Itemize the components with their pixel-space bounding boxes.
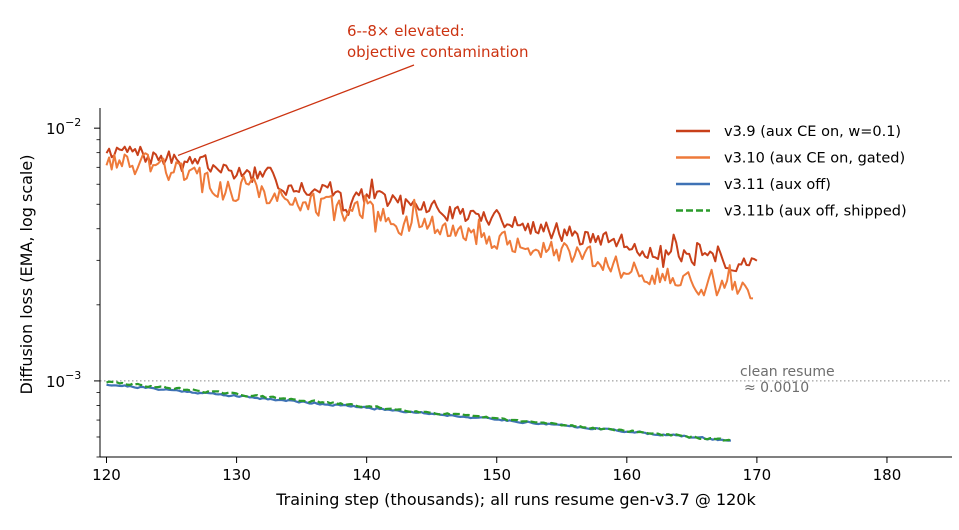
legend-label: v3.9 (aux CE on, w=0.1) — [724, 124, 901, 140]
legend-label: v3.11 (aux off) — [724, 177, 831, 193]
series-line — [105, 145, 758, 273]
series-line — [105, 152, 754, 300]
x-tick-label: 160 — [612, 466, 641, 484]
reference-label-line: ≈ 0.0010 — [744, 380, 809, 396]
reference-label-line: clean resume — [740, 364, 835, 380]
series-group — [105, 145, 758, 442]
y-tick-label: 10−3 — [46, 369, 81, 391]
y-tick-label: 10−2 — [46, 116, 81, 138]
series-line — [106, 380, 732, 442]
legend-label: v3.10 (aux CE on, gated) — [724, 151, 905, 167]
x-tick-label: 140 — [352, 466, 381, 484]
annotation-arrow — [177, 64, 415, 157]
legend: v3.9 (aux CE on, w=0.1) v3.10 (aux CE on,… — [676, 124, 907, 220]
annotation-text-line: objective contamination — [347, 43, 528, 61]
reference-line-group: clean resume≈ 0.0010 — [100, 364, 952, 396]
legend-label: v3.11b (aux off, shipped) — [724, 204, 907, 220]
x-tick-label: 120 — [92, 466, 121, 484]
axes-group: 120 130 140 150 160 170 180 10−2 10−3 Training st… — [17, 108, 952, 509]
x-axis-label: Training step (thousands); all runs resu… — [275, 490, 756, 509]
x-tick-label: 150 — [482, 466, 511, 484]
x-tick-label: 130 — [222, 466, 251, 484]
x-tick-label: 170 — [743, 466, 772, 484]
x-tick-label: 180 — [873, 466, 902, 484]
y-axis-label: Diffusion loss (EMA, log scale) — [17, 155, 36, 395]
annotation-text-line: 6--8× elevated: — [347, 22, 465, 40]
annotation-group: 6--8× elevated: objective contamination — [177, 22, 528, 157]
